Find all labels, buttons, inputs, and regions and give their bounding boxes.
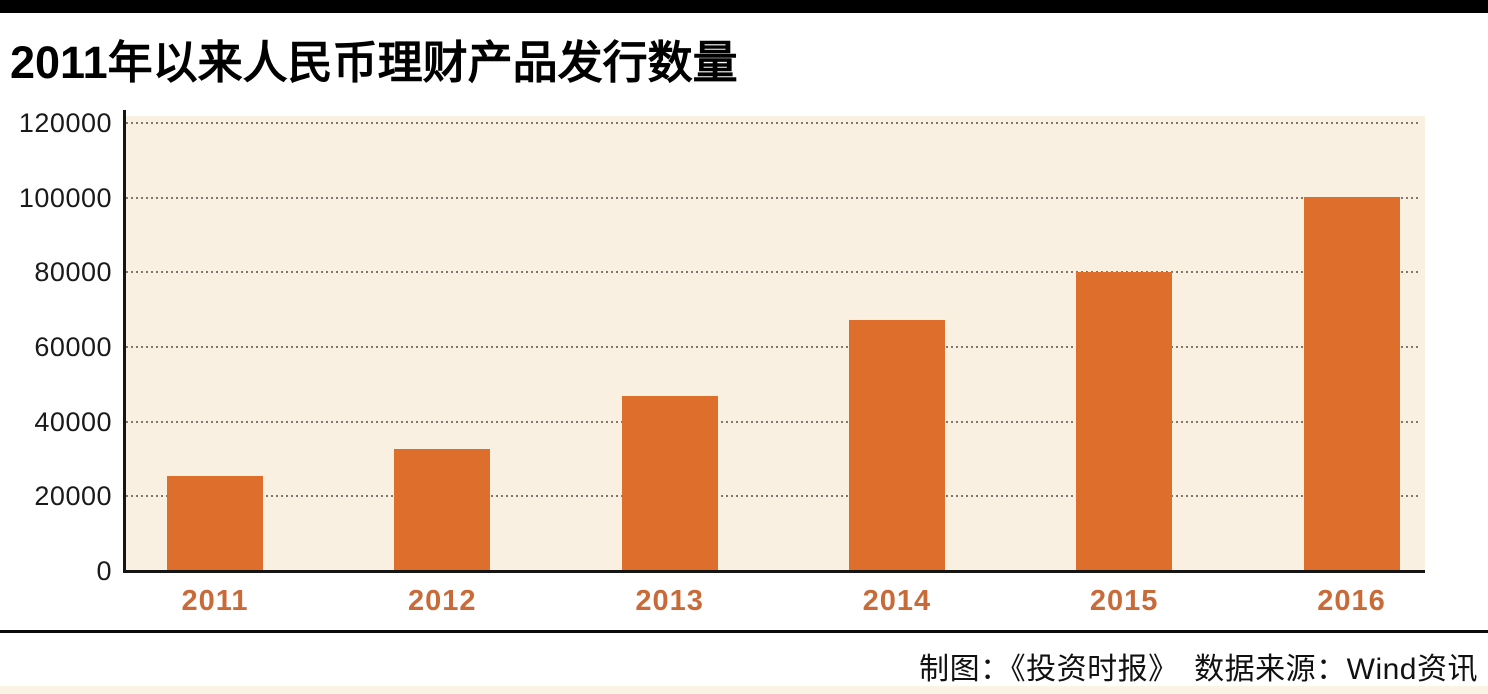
credit-divider [0,630,1488,633]
y-axis-line [123,110,126,573]
bar-2012 [394,448,491,571]
gridline-120000 [126,122,1421,124]
y-tick-label-100000: 100000 [18,182,112,213]
chart-title: 2011年以来人民币理财产品发行数量 [10,37,738,88]
bar-2016 [1303,196,1400,571]
plot-field [126,122,1425,571]
bar-2015 [1076,272,1173,571]
gridline-100000 [126,196,1421,199]
bottom-accent-strip [0,686,1488,694]
bar-2011 [167,476,263,571]
gridline-20000 [126,495,1421,498]
top-accent-bar [0,0,1488,13]
x-tick-label-2012: 2012 [408,585,477,617]
gridline-40000 [126,420,1421,423]
y-tick-label-60000: 60000 [34,332,112,362]
x-tick-label-2014: 2014 [862,585,932,617]
bar-2013 [621,396,718,571]
bar-2014 [848,319,945,571]
gridline-60000 [126,346,1421,348]
y-tick-label-0: 0 [96,556,112,586]
x-tick-label-2016: 2016 [1317,585,1386,617]
plot-area [126,116,1425,571]
y-tick-label-40000: 40000 [34,406,112,437]
y-tick-label-80000: 80000 [34,257,112,288]
x-tick-label-2013: 2013 [635,585,704,617]
y-tick-label-20000: 20000 [34,481,112,512]
x-tick-label-2015: 2015 [1089,585,1159,617]
y-tick-label-120000: 120000 [18,108,112,138]
gridline-80000 [126,271,1421,274]
x-tick-label-2011: 2011 [181,585,249,617]
credit-text: 制图：《投资时报》 数据来源：Wind资讯 [919,653,1478,686]
x-axis-line [123,570,1425,573]
